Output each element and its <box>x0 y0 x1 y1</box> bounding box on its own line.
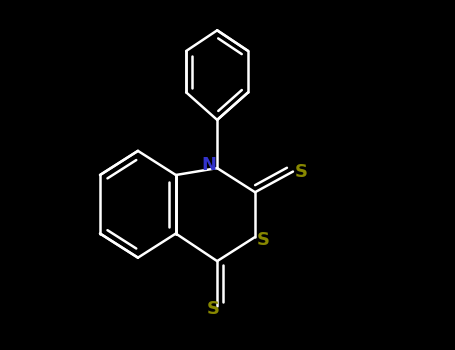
Text: S: S <box>295 162 308 181</box>
Text: N: N <box>201 156 216 174</box>
Text: S: S <box>207 300 220 318</box>
Text: S: S <box>257 231 270 250</box>
